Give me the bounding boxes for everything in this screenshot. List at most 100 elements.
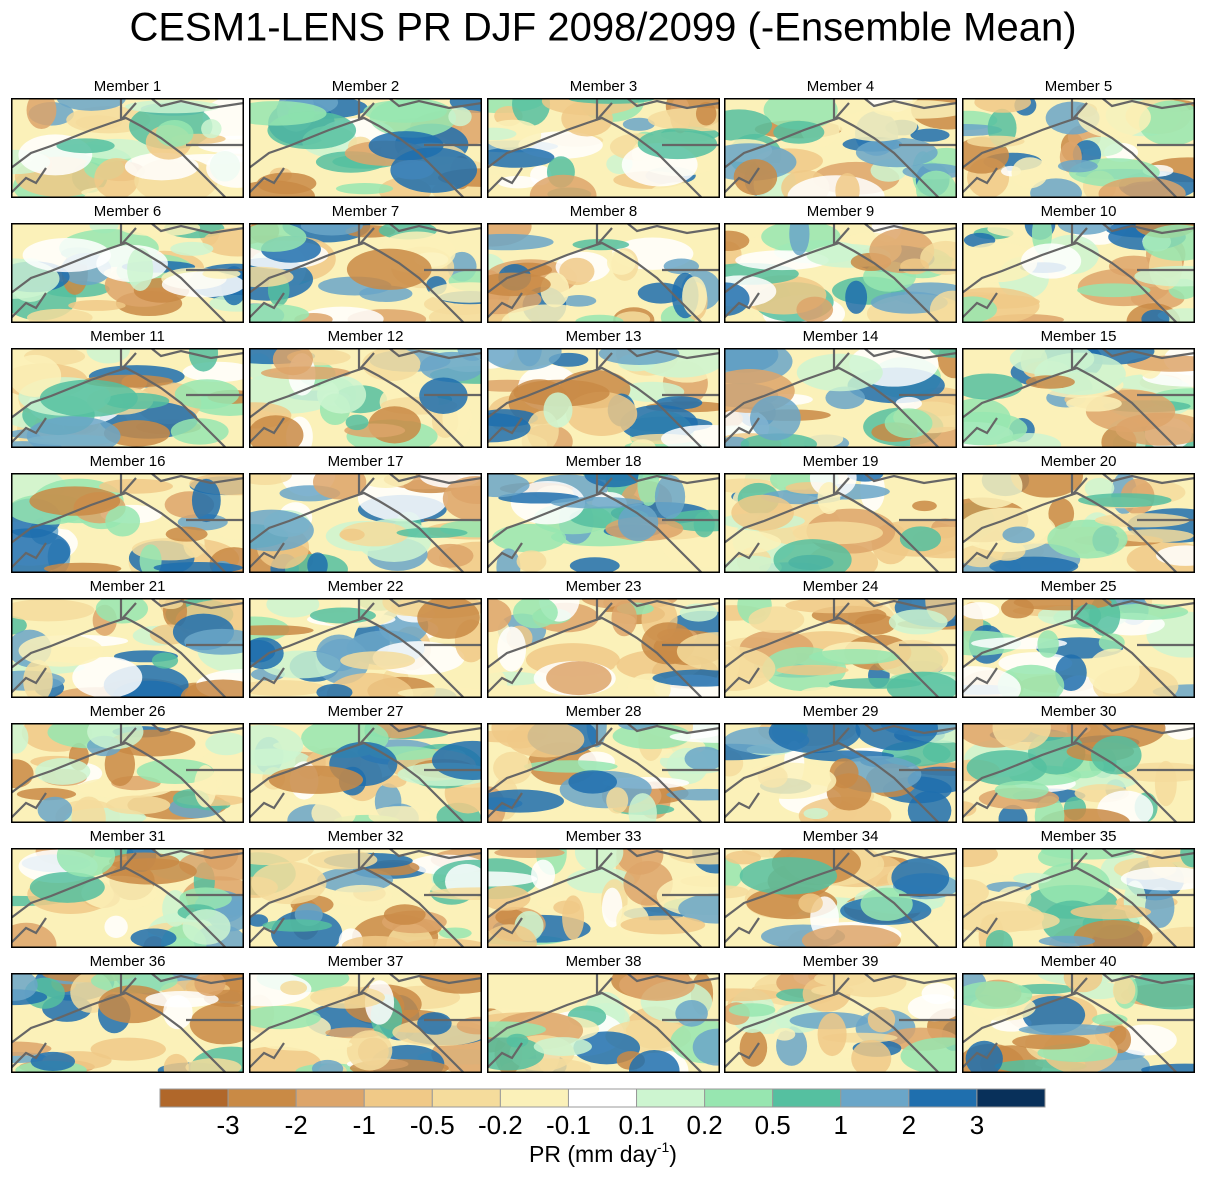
map-field (851, 1040, 892, 1073)
map-field (185, 1058, 242, 1073)
colorbar-tick-label: 0.2 (687, 1110, 723, 1140)
panel-title: Member 1 (94, 78, 162, 95)
map-field (1138, 100, 1195, 146)
map-field (492, 523, 567, 553)
map-field (487, 473, 530, 498)
panel-frame (487, 223, 720, 323)
map-field (870, 291, 948, 314)
colorbar-tick-label: -1 (353, 1110, 376, 1140)
coastline (249, 598, 482, 698)
map-panel (487, 98, 720, 198)
map-field (814, 973, 867, 987)
panel-frame (487, 473, 720, 573)
map-field (11, 616, 27, 635)
coastline (962, 723, 1195, 823)
map-field (731, 494, 794, 531)
map-field (29, 871, 105, 903)
map-field (57, 98, 126, 111)
map-field (962, 242, 1038, 283)
map-field (1115, 412, 1195, 446)
map-field (311, 797, 356, 823)
panel-title: Member 26 (90, 703, 166, 720)
map-panel (487, 348, 720, 448)
panel-frame (724, 598, 957, 698)
coastline (724, 598, 957, 698)
panel-title: Member 12 (328, 328, 404, 345)
map-field (363, 99, 447, 123)
map-field (487, 598, 512, 633)
map-field (44, 562, 122, 573)
map-panel (11, 973, 244, 1073)
map-field (724, 885, 749, 899)
map-field (1141, 1063, 1195, 1073)
map-field (105, 505, 141, 537)
map-panel (724, 348, 957, 448)
map-field (682, 276, 707, 317)
map-field (493, 751, 532, 785)
colorbar-tick-label: -0.1 (546, 1110, 591, 1140)
map-field (1038, 935, 1095, 947)
map-panel (724, 223, 957, 323)
map-field (11, 354, 62, 397)
map-field (501, 304, 599, 323)
map-panel (724, 98, 957, 198)
panel-title: Member 2 (332, 78, 400, 95)
panel-title: Member 16 (90, 453, 166, 470)
panel-frame (487, 598, 720, 698)
map-field (309, 607, 376, 624)
map-field (1090, 735, 1142, 775)
map-field (163, 995, 193, 1030)
map-field (1087, 648, 1140, 694)
map-field (891, 858, 950, 898)
map-field (419, 351, 482, 382)
panel-frame (724, 473, 957, 573)
panel-title: Member 13 (566, 328, 642, 345)
map-field (763, 98, 838, 130)
map-field (251, 861, 327, 905)
coastline (487, 598, 720, 698)
panel-title: Member 34 (803, 828, 879, 845)
panel-frame (724, 723, 957, 823)
panel-frame (487, 348, 720, 448)
map-field (355, 473, 417, 488)
colorbar-swatch (567, 1088, 638, 1108)
panel-title: Member 38 (566, 953, 642, 970)
map-panel (11, 223, 244, 323)
map-field (249, 724, 304, 766)
coastline (962, 973, 1195, 1073)
map-field (678, 893, 720, 924)
panel-frame (487, 973, 720, 1073)
coastline (962, 473, 1195, 573)
map-panel (11, 848, 244, 948)
map-field (773, 1027, 796, 1041)
map-field (487, 924, 537, 948)
map-field (654, 474, 686, 519)
map-field (666, 788, 720, 801)
map-field (487, 871, 538, 887)
panel-title: Member 18 (566, 453, 642, 470)
map-panel (249, 98, 482, 198)
map-field (1127, 973, 1195, 1010)
map-panel (724, 598, 957, 698)
panel-title: Member 33 (566, 828, 642, 845)
map-field (629, 439, 656, 448)
map-field (962, 602, 1000, 620)
map-field (886, 671, 957, 698)
map-field (346, 248, 432, 290)
map-panel (962, 848, 1195, 948)
map-field (497, 175, 540, 189)
map-field (796, 353, 883, 392)
map-field (929, 348, 957, 358)
map-field (39, 379, 138, 417)
map-field (1097, 790, 1154, 823)
panel-frame (962, 348, 1195, 448)
colorbar-tick-label: 0.5 (755, 1110, 791, 1140)
map-field (11, 1041, 52, 1056)
map-field (72, 656, 143, 698)
map-field (339, 528, 365, 541)
map-field (266, 598, 320, 618)
panel-frame (724, 848, 957, 948)
map-field (910, 128, 950, 142)
map-field (68, 299, 126, 311)
